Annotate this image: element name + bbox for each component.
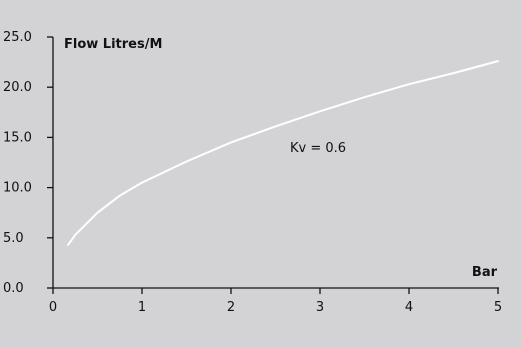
axes: [52, 37, 499, 289]
y-tick-label: 10.0: [3, 181, 32, 196]
x-tick-label: 4: [405, 300, 413, 315]
y-axis-title: Flow Litres/M: [64, 37, 162, 52]
x-tick-label: 1: [138, 300, 146, 315]
ticks: 0 1 2 3 4 5 0.0 5.0 10.0 15.0 20.0 25.0: [3, 30, 502, 315]
x-tick-label: 2: [227, 300, 235, 315]
x-axis-title: Bar: [472, 265, 498, 280]
y-tick-label: 15.0: [3, 130, 32, 145]
flow-curve: [67, 60, 499, 246]
series: [67, 60, 499, 246]
y-tick-label: 25.0: [3, 30, 32, 45]
y-tick-label: 5.0: [3, 231, 24, 246]
kv-annotation: Kv = 0.6: [290, 141, 346, 156]
x-tick-label: 5: [494, 300, 502, 315]
x-tick-label: 0: [49, 300, 57, 315]
y-tick-label: 20.0: [3, 80, 32, 95]
y-tick-label: 0.0: [3, 281, 24, 296]
x-tick-label: 3: [316, 300, 324, 315]
